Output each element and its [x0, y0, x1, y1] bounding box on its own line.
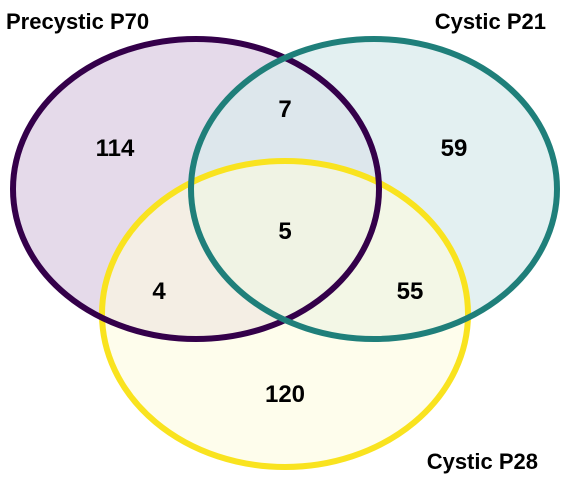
- count-cystic-p21-only: 59: [441, 135, 468, 162]
- set-label-precystic-p70: Precystic P70: [6, 9, 149, 34]
- set-label-cystic-p21: Cystic P21: [435, 9, 546, 34]
- set-cystic-p28-fill: [102, 161, 468, 467]
- set-label-cystic-p28: Cystic P28: [427, 449, 538, 474]
- set-fills: [13, 39, 557, 467]
- count-p70-p28-overlap: 4: [152, 278, 166, 305]
- count-precystic-p70-only: 114: [96, 135, 135, 162]
- set-cystic-p28-outline: [99, 158, 471, 470]
- count-p70-p21-overlap: 7: [278, 96, 291, 123]
- set-outlines: [10, 36, 560, 470]
- set-precystic-p70-outline: [10, 36, 382, 342]
- count-p21-p28-overlap: 55: [397, 278, 424, 305]
- count-all-three-overlap: 5: [278, 218, 291, 245]
- set-cystic-p21-outline: [188, 36, 560, 342]
- count-cystic-p28-only: 120: [265, 381, 305, 408]
